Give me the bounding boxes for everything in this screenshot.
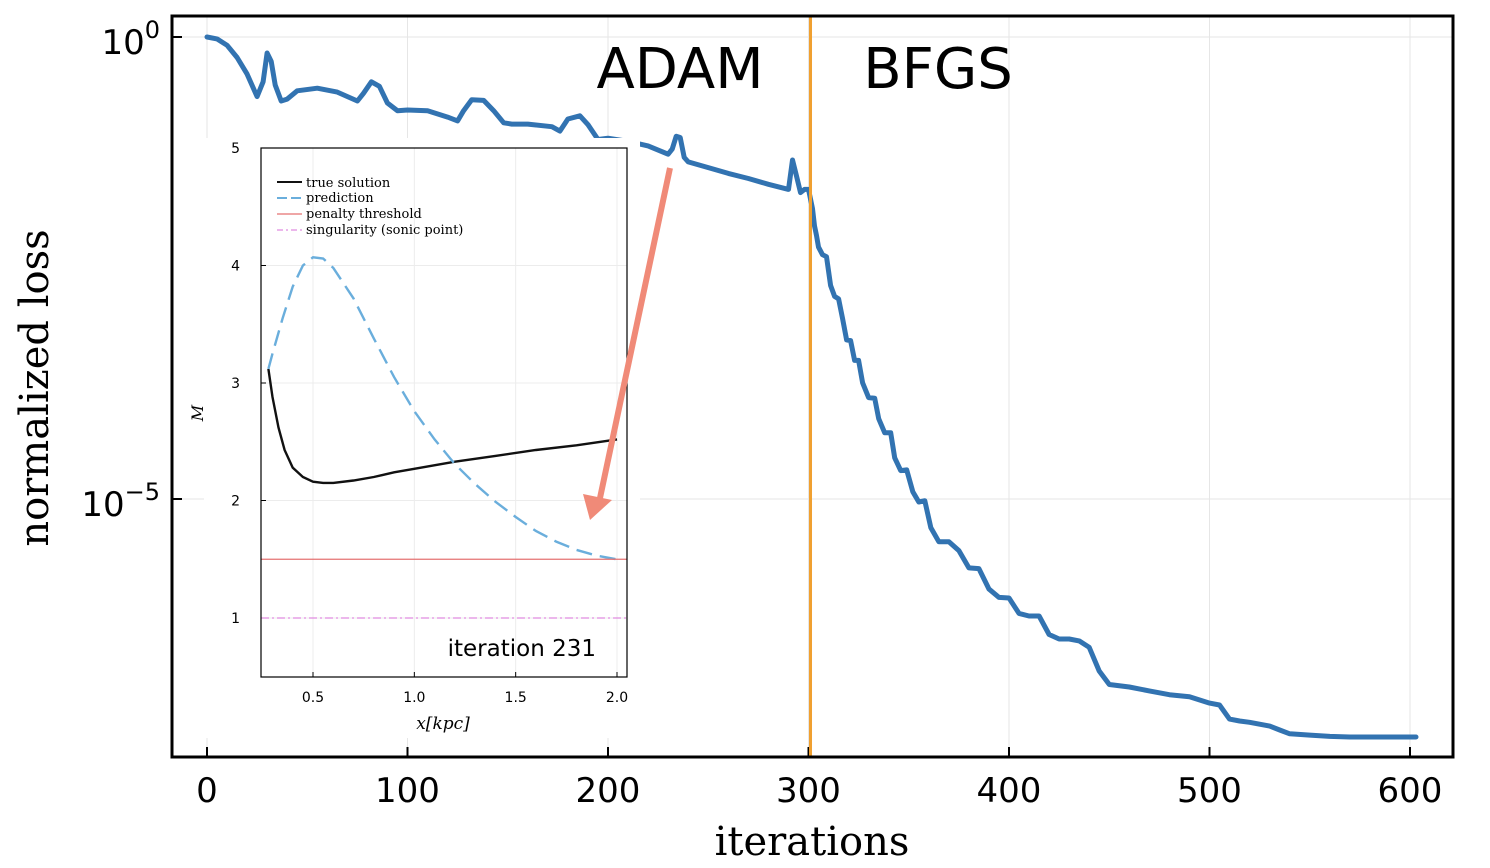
inset-plot: 0.5 1.0 1.5 2.0 1 2 3 4 5 true solution predicti… [188,138,640,738]
main-y-tick-label: 10−5 [81,478,160,525]
main-x-tick-label: 0 [196,771,218,811]
inset-legend: true solution prediction penalty thresho… [277,176,463,238]
arrow-head [583,494,612,520]
main-x-tick-label: 400 [977,771,1042,811]
main-x-tick-label: 300 [776,771,841,811]
inset-x-tick-label: 0.5 [302,690,324,706]
inset-y-tick-label: 4 [231,259,240,275]
main-x-tick-label: 200 [576,771,641,811]
inset-x-tick-label: 2.0 [606,690,628,706]
inset-y-tick-label: 2 [231,494,240,510]
inset-background [204,138,640,738]
loss-series-line [204,34,1419,740]
legend-label-singularity: singularity (sonic point) [306,223,463,238]
inset-iteration-annotation: iteration 231 [448,636,596,662]
legend-label-true-solution: true solution [306,176,391,191]
inset-x-axis-label: x[kpc] [416,714,470,734]
inset-y-axis-label: M [188,404,207,422]
main-frame [170,14,1455,759]
inset-ticks: 0.5 1.0 1.5 2.0 1 2 3 4 5 [231,141,628,706]
main-y-axis-label: normalized loss [12,229,58,546]
inset-frame [260,147,628,678]
inset-x-tick-label: 1.0 [403,690,425,706]
phase-label-bfgs: BFGS [863,37,1013,102]
main-y-tick-label: 100 [101,16,160,63]
main-x-tick-label: 100 [375,771,440,811]
inset-y-tick-label: 3 [231,376,240,392]
legend-label-prediction: prediction [306,191,374,206]
annotation-arrow [583,167,673,520]
inset-y-tick-label: 1 [231,611,240,627]
arrow-shaft [597,167,673,499]
inset-prediction-line [267,256,618,561]
inset-x-tick-label: 1.5 [505,690,527,706]
phase-label-adam: ADAM [596,37,763,102]
inset-y-tick-label: 5 [231,141,240,157]
main-x-tick-label: 600 [1378,771,1443,811]
main-x-axis-label: iterations [715,819,910,865]
main-x-ticks: 0 100 200 300 400 500 600 [196,747,1442,811]
main-y-ticks: 100 10−5 [81,16,182,525]
inset-true-solution-line [267,368,618,485]
legend-label-penalty-threshold: penalty threshold [306,207,422,222]
main-x-tick-label: 500 [1177,771,1242,811]
